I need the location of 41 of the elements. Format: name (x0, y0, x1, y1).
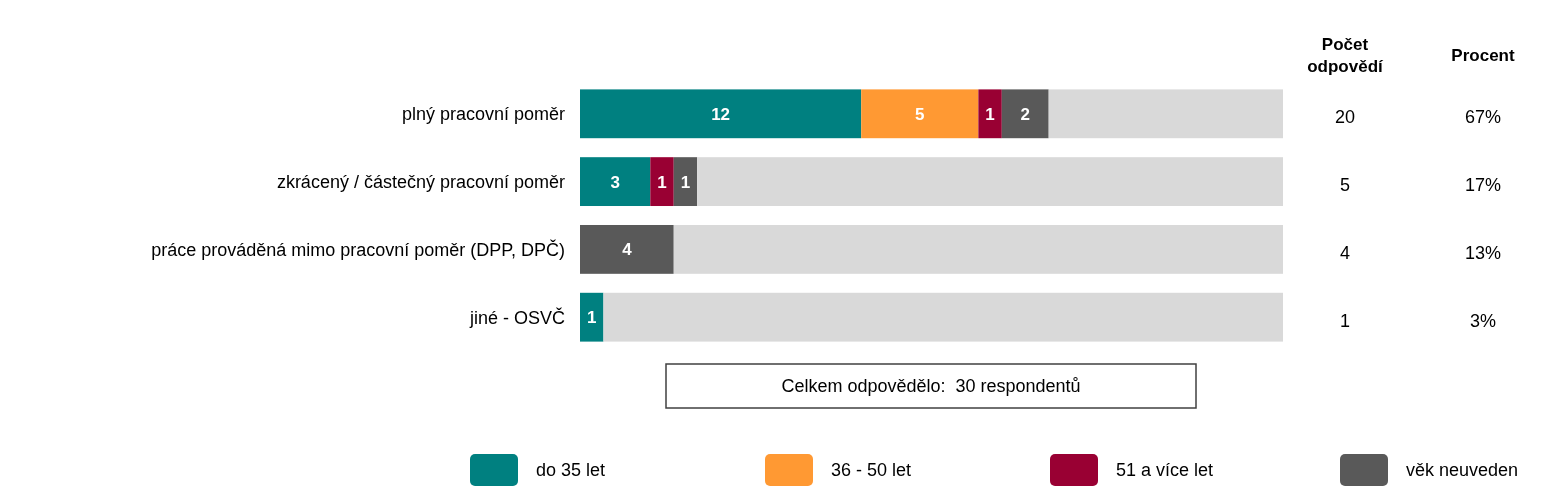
bar (580, 224, 674, 274)
bar (650, 157, 674, 207)
bar (697, 157, 1283, 207)
data-label: 4 (622, 240, 633, 260)
bar (673, 224, 1283, 274)
bar (861, 89, 979, 139)
y-tick-label: práce prováděná mimo pracovní poměr (DPP, DPČ) (151, 238, 565, 260)
text: 1 (1339, 310, 1351, 331)
legend-label: 51 a více let (1116, 460, 1214, 481)
text: 67% (1464, 107, 1502, 128)
bar (603, 292, 1283, 342)
text: 3% (1469, 310, 1497, 331)
bar (978, 89, 1002, 139)
data-label: 3 (610, 172, 620, 192)
bar (1001, 89, 1049, 139)
data-label: 1 (657, 172, 667, 192)
text: 17% (1464, 174, 1502, 195)
text: Procent (1451, 46, 1515, 65)
text: Počet odpovědí (1307, 35, 1385, 76)
bar (673, 157, 698, 207)
data-label: 1 (586, 308, 597, 328)
text: 20 (1334, 107, 1356, 128)
y-tick-label: plný pracovní poměr (401, 104, 565, 125)
data-label: 5 (915, 104, 925, 124)
bar (580, 157, 651, 207)
data-label: 1 (985, 104, 995, 124)
y-tick-label: zkrácený / částečný pracovní poměr (276, 171, 565, 192)
data-label: 2 (1020, 104, 1030, 124)
legend-label: věk neuveden (1406, 460, 1519, 481)
text: 13% (1464, 242, 1502, 263)
legend-label: do 35 let (536, 460, 606, 481)
text: 5 (1339, 174, 1351, 195)
legend-label: 36 - 50 let (831, 460, 912, 481)
text: 4 (1339, 242, 1351, 263)
bar (580, 292, 604, 342)
text: Celkem odpovědělo: 30 respondentů (781, 376, 1081, 397)
bar (580, 89, 862, 139)
bar (1048, 89, 1283, 139)
y-tick-label: jiné - OSVČ (468, 306, 565, 328)
data-label: 12 (711, 104, 731, 124)
data-label: 1 (680, 172, 691, 192)
